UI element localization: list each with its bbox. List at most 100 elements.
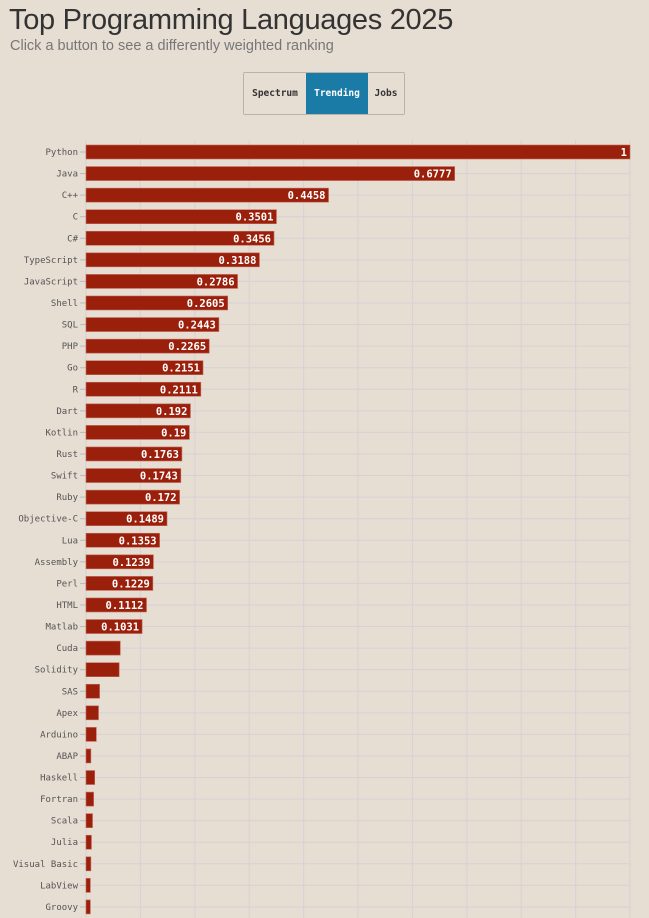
bar [85, 403, 191, 419]
y-tick-label: Haskell [40, 774, 78, 784]
trending-button[interactable]: Trending [306, 73, 368, 114]
data-label: 0.2443 [178, 320, 216, 332]
y-tick-label: Arduino [40, 730, 78, 740]
y-tick-label: Solidity [35, 666, 79, 676]
data-label: 0.2786 [197, 276, 235, 288]
bar [85, 532, 160, 548]
data-label: 0.2151 [162, 363, 200, 375]
bar [85, 360, 204, 376]
bar [85, 597, 147, 613]
y-tick-label: C [73, 213, 78, 223]
bar [85, 856, 92, 872]
y-tick-label: Dart [56, 407, 78, 417]
bar [85, 683, 100, 699]
y-tick-label: Go [67, 364, 78, 374]
data-label: 0.1489 [126, 514, 164, 526]
bar [85, 166, 455, 181]
data-label: 0.172 [145, 492, 177, 504]
bar [85, 576, 154, 591]
data-label: 0.1112 [106, 600, 144, 612]
data-label: 0.1239 [112, 557, 150, 569]
bar [85, 468, 182, 483]
bar [85, 511, 168, 526]
bar [85, 834, 92, 850]
y-tick-label: Python [45, 148, 78, 158]
data-label: 0.4458 [288, 190, 326, 202]
y-tick-label: TypeScript [24, 256, 78, 266]
y-tick-label: Scala [51, 817, 78, 827]
page-subtitle: Click a button to see a differently weig… [10, 38, 334, 54]
y-tick-label: Lua [62, 536, 78, 546]
bar [85, 878, 91, 893]
jobs-button[interactable]: Jobs [368, 73, 404, 114]
data-label: 0.1229 [112, 578, 150, 590]
data-label: 0.1353 [119, 535, 157, 547]
bar [85, 619, 143, 634]
y-tick-label: ABAP [56, 752, 78, 762]
bar [85, 187, 329, 203]
y-tick-label: Kotlin [45, 428, 78, 438]
y-tick-label: JavaScript [24, 277, 78, 287]
bar [85, 381, 202, 397]
y-tick-label: C++ [62, 191, 79, 201]
y-tick-label: Ruby [56, 493, 78, 503]
spectrum-button[interactable]: Spectrum [244, 73, 306, 114]
bar [85, 209, 277, 225]
data-label: 0.192 [156, 406, 188, 418]
bar [85, 252, 260, 268]
bar [85, 144, 631, 160]
bar [85, 791, 94, 807]
bar [85, 446, 183, 462]
bar [85, 317, 220, 332]
bar [85, 230, 275, 246]
data-label: 0.2265 [168, 341, 206, 353]
y-tick-label: HTML [56, 601, 78, 611]
y-tick-label: Rust [56, 450, 78, 460]
bar [85, 274, 238, 289]
y-tick-label: Julia [51, 838, 78, 848]
data-label: 0.3501 [236, 212, 274, 224]
bar [85, 554, 154, 570]
page-title: Top Programming Languages 2025 [9, 4, 454, 36]
bar [85, 338, 210, 354]
y-tick-label: R [73, 385, 79, 395]
data-label: 0.3456 [233, 233, 271, 245]
y-tick-label: SAS [62, 687, 78, 697]
ranking-toggle: Spectrum Trending Jobs [243, 72, 405, 115]
y-tick-label: SQL [62, 321, 78, 331]
bar [85, 813, 93, 828]
y-tick-label: Matlab [45, 623, 78, 633]
y-tick-label: Java [56, 170, 78, 180]
y-tick-label: Visual Basic [13, 860, 78, 870]
y-tick-label: Swift [51, 472, 78, 482]
bar [85, 770, 96, 785]
y-tick-label: Fortran [40, 795, 78, 805]
bar [85, 705, 99, 721]
bar [85, 748, 92, 764]
bar [85, 727, 97, 742]
y-tick-label: Cuda [56, 644, 78, 654]
data-label: 0.3188 [218, 255, 256, 267]
y-tick-label: PHP [62, 342, 79, 352]
bar [85, 489, 180, 505]
y-tick-label: Objective-C [18, 515, 78, 525]
y-tick-label: Apex [56, 709, 78, 719]
y-tick-label: Groovy [45, 903, 78, 913]
bar [85, 662, 120, 677]
data-label: 1 [621, 147, 627, 159]
bar [85, 899, 91, 915]
y-tick-label: C# [67, 234, 78, 244]
data-label: 0.6777 [414, 169, 452, 181]
y-tick-label: Shell [51, 299, 78, 309]
y-tick-label: LabView [40, 881, 79, 891]
data-label: 0.2111 [160, 384, 198, 396]
data-label: 0.2605 [187, 298, 225, 310]
bar [85, 640, 121, 656]
bar [85, 425, 190, 440]
data-label: 0.19 [161, 427, 186, 439]
bar [85, 295, 229, 311]
y-tick-label: Assembly [35, 558, 79, 568]
data-label: 0.1763 [141, 449, 179, 461]
data-label: 0.1031 [101, 622, 139, 634]
